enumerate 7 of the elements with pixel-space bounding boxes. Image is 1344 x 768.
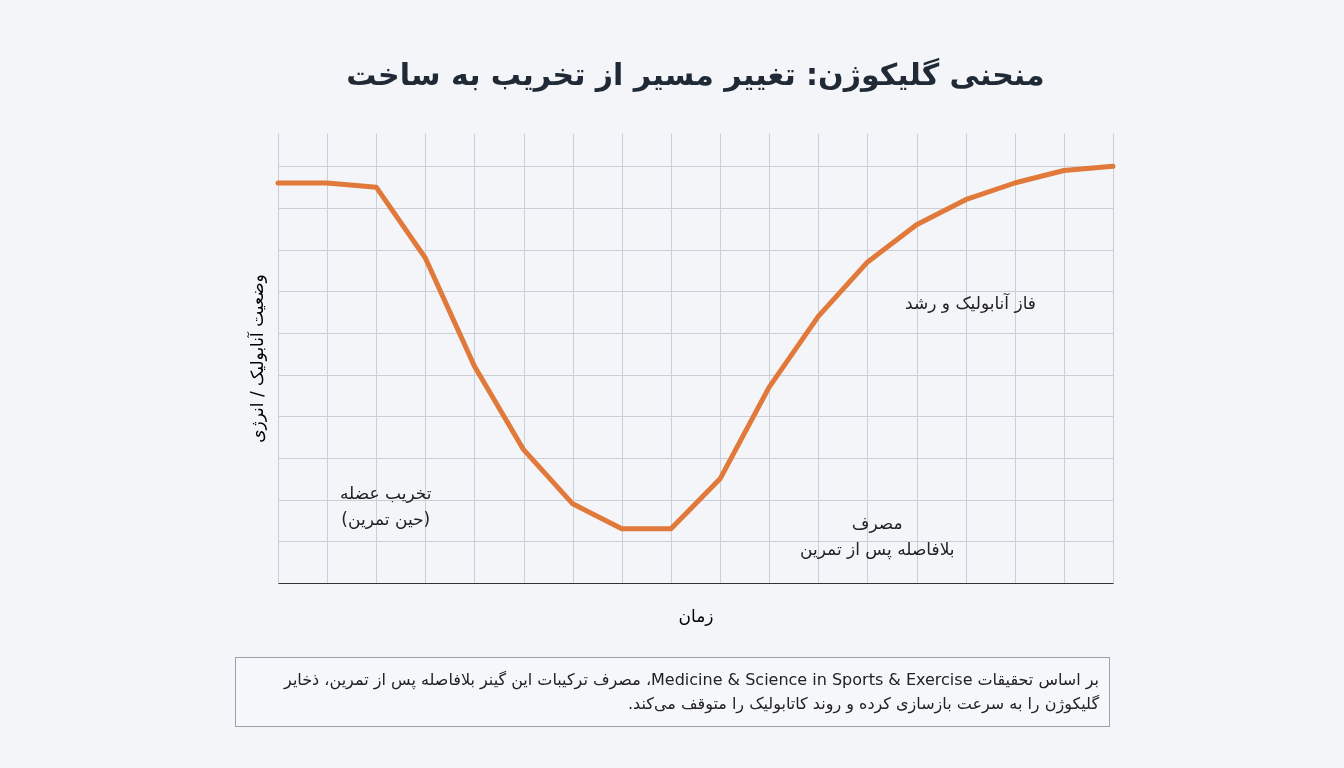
y-axis-title: وضعیت آنابولیک / انرژی [245,274,267,443]
chart-title: منحنی گلیکوژن: تغییر مسیر از تخریب به ساخت [346,57,1045,92]
text: بر اساس تحقیقات Medicine & Science in Sports & Exercise، مصرف ترکیبات این گینر بلافاصله پس از تمرین، ذخایر گلیکوژن را به سرعت بازسازی کرده و روند کاتابولیک را متوقف می‌کند. [235,657,1110,727]
annotation: تخریب عضله (حین تمرین) [340,482,432,531]
annotation: مصرف بلافاصله پس از تمرین [800,512,955,562]
x-axis-title: زمان [678,605,714,626]
annotation: فاز آنابولیک و رشد [905,292,1036,315]
